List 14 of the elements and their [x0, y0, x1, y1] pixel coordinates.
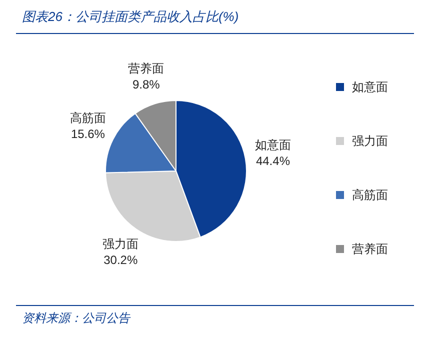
legend-label: 如意面 [352, 78, 388, 96]
slice-label: 如意面 [254, 138, 291, 152]
data-label: 44.4% [256, 154, 290, 168]
slice-label: 强力面 [102, 236, 139, 251]
legend-label: 营养面 [352, 240, 388, 258]
legend-label: 高筋面 [352, 186, 388, 204]
data-label: 9.8% [132, 77, 160, 92]
legend-label: 强力面 [352, 132, 388, 150]
text: 资料来源：公司公告 [22, 310, 130, 327]
data-label: 30.2% [104, 252, 138, 267]
slice-label: 高筋面 [70, 111, 106, 126]
chart-title: 图表26：公司挂面类产品收入占比(%) [22, 8, 239, 26]
data-label: 15.6% [70, 127, 106, 142]
slice-label: 营养面 [128, 61, 164, 76]
